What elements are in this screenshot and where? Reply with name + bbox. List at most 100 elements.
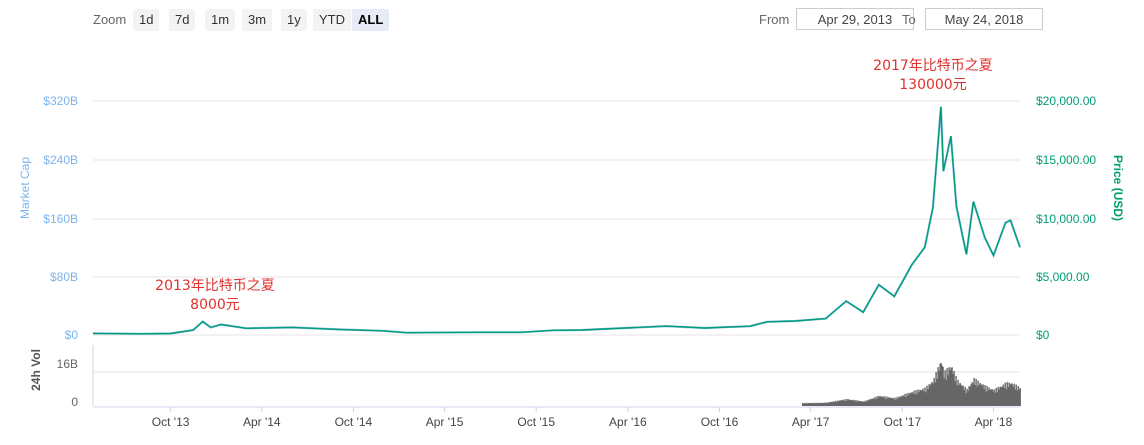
volume-bar: [938, 371, 940, 406]
volume-bar: [888, 397, 890, 406]
volume-bar: [979, 382, 981, 406]
volume-bar: [987, 390, 989, 406]
range-selector-toolbar: Zoom 1d 7d 1m 3m 1y YTD ALL From To: [0, 0, 1144, 40]
volume-bar: [959, 382, 961, 406]
volume-bar: [910, 392, 912, 406]
volume-bar: [998, 389, 1000, 406]
zoom-label: Zoom: [93, 12, 127, 27]
volume-bar: [980, 384, 982, 406]
annotations: 2013年比特币之夏 8000元 2017年比特币之夏 130000元: [155, 58, 993, 313]
zoom-button-3m[interactable]: 3m: [242, 9, 273, 31]
volume-bar: [898, 397, 900, 406]
volume-bar: [840, 400, 842, 406]
volume-tick-label: 0: [71, 395, 78, 409]
zoom-button-all[interactable]: ALL: [352, 9, 390, 31]
volume-bar: [991, 389, 993, 406]
volume-bar: [982, 384, 984, 406]
volume-bar: [927, 389, 929, 406]
volume-bar: [954, 381, 956, 406]
volume-bar: [966, 388, 968, 406]
volume-bar: [885, 399, 887, 406]
left-tick-label: $80B: [50, 270, 78, 284]
x-tick-label: Oct '17: [883, 415, 921, 429]
volume-bar: [916, 393, 918, 406]
zoom-button-1d[interactable]: 1d: [133, 9, 160, 31]
volume-bar: [839, 400, 841, 406]
volume-bar: [821, 403, 823, 406]
volume-bar: [844, 399, 846, 406]
volume-bar: [803, 403, 805, 406]
volume-bar: [809, 403, 811, 406]
volume-bars: [802, 362, 1021, 406]
right-tick-label: $15,000.00: [1036, 153, 1096, 167]
annotation-text: 2017年比特币之夏: [873, 58, 993, 74]
volume-bar: [853, 399, 855, 406]
left-tick-label: $240B: [43, 153, 78, 167]
volume-bar: [997, 386, 999, 406]
volume-bar: [906, 393, 908, 406]
grid: [92, 100, 1020, 408]
left-axis-title: Market Cap: [18, 157, 32, 219]
right-tick-label: $0: [1036, 328, 1050, 342]
annotation-text: 130000元: [899, 77, 966, 93]
volume-bar: [857, 400, 859, 406]
zoom-button-1m[interactable]: 1m: [205, 9, 236, 31]
volume-bar: [869, 399, 871, 406]
volume-bar: [936, 378, 938, 406]
volume-bar: [988, 387, 990, 406]
volume-bar: [969, 386, 971, 406]
volume-bar: [917, 389, 919, 406]
volume-bar: [926, 385, 928, 406]
from-date-input[interactable]: [796, 8, 914, 30]
zoom-button-7d[interactable]: 7d: [169, 9, 196, 31]
volume-bar: [1013, 383, 1015, 406]
volume-bar: [836, 402, 838, 406]
volume-bar: [1017, 386, 1019, 406]
volume-bar: [972, 383, 974, 406]
volume-axis-title: 24h Vol: [29, 349, 43, 391]
volume-bar: [841, 400, 843, 406]
volume-bar: [807, 403, 809, 406]
zoom-button-ytd[interactable]: YTD: [313, 9, 351, 31]
volume-bar: [992, 391, 994, 406]
volume-bar: [955, 375, 957, 406]
volume-bar: [931, 381, 933, 406]
volume-bar: [1012, 386, 1014, 406]
volume-bar: [814, 403, 816, 406]
volume-bar: [833, 401, 835, 406]
volume-tick-label: 16B: [57, 357, 78, 371]
volume-bar: [913, 390, 915, 406]
volume-bar: [871, 398, 873, 406]
volume-bar: [832, 402, 834, 406]
volume-bar: [928, 384, 930, 406]
to-date-input[interactable]: [925, 8, 1043, 30]
volume-bar: [837, 400, 839, 406]
volume-bar: [812, 403, 814, 406]
volume-bar: [878, 397, 880, 406]
volume-bar: [956, 385, 958, 406]
volume-bar: [939, 363, 941, 406]
volume-bar: [899, 396, 901, 406]
volume-bar: [961, 386, 963, 406]
volume-bar: [915, 390, 917, 406]
volume-bar: [902, 395, 904, 406]
volume-bar: [973, 377, 975, 406]
volume-bar: [802, 403, 804, 406]
volume-bar: [891, 397, 893, 406]
volume-bar: [924, 387, 926, 406]
volume-bar: [993, 389, 995, 406]
volume-bar: [984, 385, 986, 406]
from-label: From: [759, 12, 790, 27]
volume-bar: [1007, 386, 1009, 406]
right-tick-label: $20,000.00: [1036, 94, 1096, 108]
volume-bar: [824, 402, 826, 406]
volume-bar: [933, 377, 935, 406]
x-tick-label: Apr '14: [243, 415, 281, 429]
zoom-button-1y[interactable]: 1y: [281, 9, 307, 31]
volume-bar: [884, 396, 886, 406]
volume-bar: [944, 370, 946, 406]
volume-bar: [953, 370, 955, 406]
volume-bar: [986, 386, 988, 406]
volume-bar: [941, 365, 943, 406]
